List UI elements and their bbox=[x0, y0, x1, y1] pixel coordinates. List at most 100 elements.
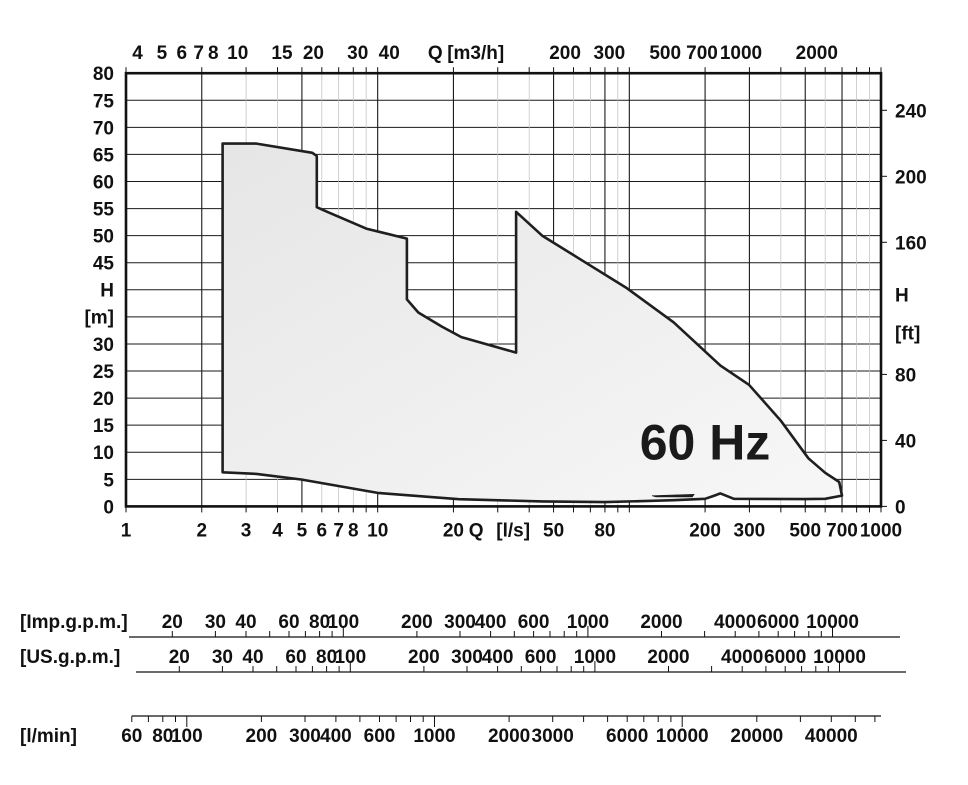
svg-text:65: 65 bbox=[93, 145, 115, 166]
svg-text:100: 100 bbox=[334, 647, 366, 668]
svg-text:1000: 1000 bbox=[860, 520, 902, 541]
svg-text:30: 30 bbox=[212, 647, 233, 668]
svg-text:6000: 6000 bbox=[764, 647, 806, 668]
svg-text:400: 400 bbox=[482, 647, 514, 668]
svg-text:10: 10 bbox=[227, 43, 248, 64]
svg-text:70: 70 bbox=[93, 118, 114, 139]
svg-text:3000: 3000 bbox=[532, 726, 574, 747]
svg-text:50: 50 bbox=[93, 227, 114, 248]
svg-text:4000: 4000 bbox=[721, 647, 763, 668]
svg-text:20: 20 bbox=[303, 43, 324, 64]
svg-text:[Imp.g.p.m.]: [Imp.g.p.m.] bbox=[20, 612, 128, 633]
svg-text:200: 200 bbox=[408, 647, 440, 668]
svg-text:160: 160 bbox=[895, 233, 927, 254]
svg-text:6000: 6000 bbox=[757, 612, 799, 633]
svg-text:10000: 10000 bbox=[806, 612, 859, 633]
svg-text:[US.g.p.m.]: [US.g.p.m.] bbox=[20, 647, 120, 668]
svg-text:8: 8 bbox=[208, 43, 219, 64]
svg-text:10: 10 bbox=[367, 520, 388, 541]
svg-text:60: 60 bbox=[278, 612, 299, 633]
svg-text:2000: 2000 bbox=[796, 43, 838, 64]
svg-text:6: 6 bbox=[177, 43, 188, 64]
svg-text:60: 60 bbox=[93, 173, 114, 194]
svg-text:60: 60 bbox=[121, 726, 142, 747]
svg-text:55: 55 bbox=[93, 200, 115, 221]
svg-text:1: 1 bbox=[121, 520, 132, 541]
svg-text:30: 30 bbox=[205, 612, 226, 633]
svg-text:100: 100 bbox=[327, 612, 359, 633]
svg-text:4000: 4000 bbox=[714, 612, 756, 633]
svg-text:[m3/h]: [m3/h] bbox=[447, 43, 504, 64]
svg-text:300: 300 bbox=[594, 43, 626, 64]
svg-text:6000: 6000 bbox=[606, 726, 648, 747]
svg-text:40: 40 bbox=[242, 647, 263, 668]
svg-text:400: 400 bbox=[475, 612, 507, 633]
svg-text:[m]: [m] bbox=[84, 307, 114, 328]
svg-text:600: 600 bbox=[518, 612, 550, 633]
svg-text:1000: 1000 bbox=[413, 726, 455, 747]
svg-text:80: 80 bbox=[93, 64, 114, 85]
svg-text:45: 45 bbox=[93, 254, 115, 275]
svg-text:2000: 2000 bbox=[488, 726, 530, 747]
svg-text:7: 7 bbox=[333, 520, 344, 541]
svg-text:80: 80 bbox=[895, 365, 916, 386]
svg-text:200: 200 bbox=[401, 612, 433, 633]
svg-text:240: 240 bbox=[895, 101, 927, 122]
svg-text:200: 200 bbox=[549, 43, 581, 64]
svg-text:300: 300 bbox=[451, 647, 483, 668]
svg-text:600: 600 bbox=[364, 726, 396, 747]
svg-text:2: 2 bbox=[197, 520, 208, 541]
svg-text:20: 20 bbox=[162, 612, 183, 633]
svg-text:Q: Q bbox=[428, 43, 443, 64]
svg-text:4: 4 bbox=[272, 520, 283, 541]
svg-text:10: 10 bbox=[93, 443, 114, 464]
svg-text:8: 8 bbox=[348, 520, 359, 541]
svg-text:40: 40 bbox=[235, 612, 256, 633]
svg-text:300: 300 bbox=[289, 726, 321, 747]
svg-text:30: 30 bbox=[347, 43, 368, 64]
svg-text:20000: 20000 bbox=[730, 726, 783, 747]
svg-text:20: 20 bbox=[93, 389, 114, 410]
svg-text:H: H bbox=[895, 286, 909, 307]
svg-text:5: 5 bbox=[297, 520, 308, 541]
svg-text:15: 15 bbox=[93, 416, 115, 437]
svg-text:7: 7 bbox=[193, 43, 204, 64]
svg-text:30: 30 bbox=[93, 335, 114, 356]
svg-text:3: 3 bbox=[241, 520, 252, 541]
svg-text:10000: 10000 bbox=[813, 647, 866, 668]
svg-text:40: 40 bbox=[379, 43, 400, 64]
svg-text:20: 20 bbox=[443, 520, 464, 541]
svg-text:1000: 1000 bbox=[574, 647, 616, 668]
svg-text:1000: 1000 bbox=[567, 612, 609, 633]
svg-text:25: 25 bbox=[93, 362, 115, 383]
svg-text:1000: 1000 bbox=[720, 43, 762, 64]
svg-text:2000: 2000 bbox=[647, 647, 689, 668]
svg-text:400: 400 bbox=[320, 726, 352, 747]
svg-text:300: 300 bbox=[444, 612, 476, 633]
svg-text:200: 200 bbox=[246, 726, 278, 747]
svg-text:60 Hz: 60 Hz bbox=[640, 415, 771, 471]
svg-text:5: 5 bbox=[157, 43, 168, 64]
svg-text:0: 0 bbox=[895, 497, 906, 518]
svg-text:40: 40 bbox=[895, 431, 916, 452]
svg-text:60: 60 bbox=[285, 647, 306, 668]
svg-text:15: 15 bbox=[271, 43, 293, 64]
svg-text:700: 700 bbox=[686, 43, 718, 64]
svg-text:4: 4 bbox=[132, 43, 143, 64]
svg-text:5: 5 bbox=[103, 470, 114, 491]
svg-text:40000: 40000 bbox=[805, 726, 858, 747]
svg-text:50: 50 bbox=[543, 520, 564, 541]
svg-text:[l/min]: [l/min] bbox=[20, 726, 77, 747]
svg-text:[l/s]: [l/s] bbox=[496, 520, 530, 541]
svg-text:H: H bbox=[100, 280, 114, 301]
svg-text:6: 6 bbox=[317, 520, 328, 541]
svg-text:10000: 10000 bbox=[656, 726, 709, 747]
svg-text:80: 80 bbox=[594, 520, 615, 541]
svg-text:600: 600 bbox=[525, 647, 557, 668]
svg-text:500: 500 bbox=[789, 520, 821, 541]
svg-text:2000: 2000 bbox=[640, 612, 682, 633]
svg-text:20: 20 bbox=[169, 647, 190, 668]
svg-text:100: 100 bbox=[171, 726, 203, 747]
svg-text:75: 75 bbox=[93, 91, 115, 112]
svg-text:700: 700 bbox=[826, 520, 858, 541]
